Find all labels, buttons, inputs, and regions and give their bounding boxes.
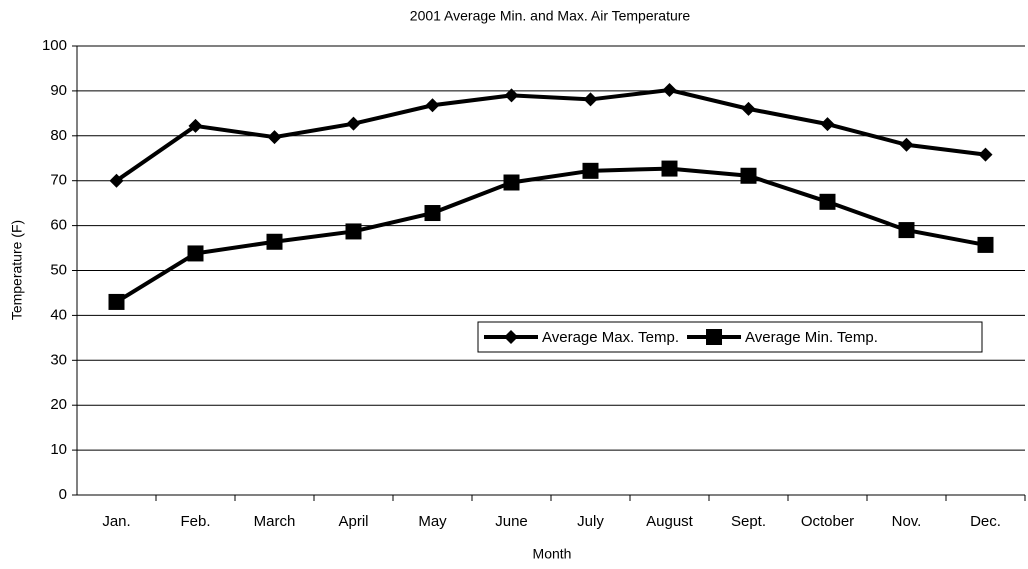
x-tick-label: October — [801, 513, 854, 530]
marker — [109, 173, 124, 188]
x-tick-label: Sept. — [731, 513, 766, 530]
x-tick-label: June — [495, 513, 528, 530]
y-tick-label: 90 — [50, 82, 67, 99]
legend: Average Max. Temp. Average Min. Temp. — [477, 321, 983, 353]
y-tick-label: 80 — [50, 127, 67, 144]
marker — [267, 130, 282, 145]
y-tick-label: 50 — [50, 261, 67, 278]
x-tick-label: August — [646, 513, 694, 530]
y-tick-label: 0 — [59, 486, 67, 503]
marker — [108, 293, 125, 310]
marker — [266, 233, 283, 250]
marker — [899, 137, 914, 152]
x-tick-label: Jan. — [102, 513, 130, 530]
marker — [662, 83, 677, 98]
marker — [504, 88, 519, 103]
y-tick-label: 60 — [50, 217, 67, 234]
y-tick-label: 100 — [42, 37, 67, 54]
marker — [820, 117, 835, 132]
x-tick-label: Nov. — [892, 513, 922, 530]
marker — [425, 98, 440, 113]
marker — [582, 162, 599, 179]
x-tick-label: Feb. — [180, 513, 210, 530]
x-tick-label: May — [418, 513, 447, 530]
chart-title: 2001 Average Min. and Max. Air Temperatu… — [410, 8, 691, 24]
marker — [583, 92, 598, 107]
y-tick-label: 40 — [50, 306, 67, 323]
series-line — [115, 166, 986, 304]
x-tick-label: Dec. — [970, 513, 1001, 530]
marker — [188, 118, 203, 133]
y-tick-label: 30 — [50, 351, 67, 368]
marker — [661, 160, 678, 177]
marker — [977, 236, 994, 253]
marker — [504, 330, 518, 344]
marker — [187, 245, 204, 262]
x-tick-label: March — [254, 513, 296, 530]
marker — [706, 329, 723, 345]
marker — [424, 205, 441, 222]
series-line — [115, 87, 986, 183]
marker — [819, 193, 836, 210]
marker — [346, 116, 361, 131]
x-tick-label: July — [577, 513, 604, 530]
x-tick-label: April — [338, 513, 368, 530]
y-tick-label: 10 — [50, 441, 67, 458]
marker — [898, 222, 915, 239]
legend-label: Average Min. Temp. — [745, 329, 878, 346]
marker — [740, 167, 757, 184]
marker — [345, 223, 362, 240]
y-axis-label: Temperature (F) — [9, 220, 25, 320]
legend-label: Average Max. Temp. — [542, 329, 679, 346]
x-axis-label: Month — [533, 546, 572, 562]
marker — [978, 147, 993, 162]
marker — [503, 174, 520, 191]
y-tick-label: 70 — [50, 172, 67, 189]
y-tick-label: 20 — [50, 396, 67, 413]
marker — [741, 101, 756, 116]
